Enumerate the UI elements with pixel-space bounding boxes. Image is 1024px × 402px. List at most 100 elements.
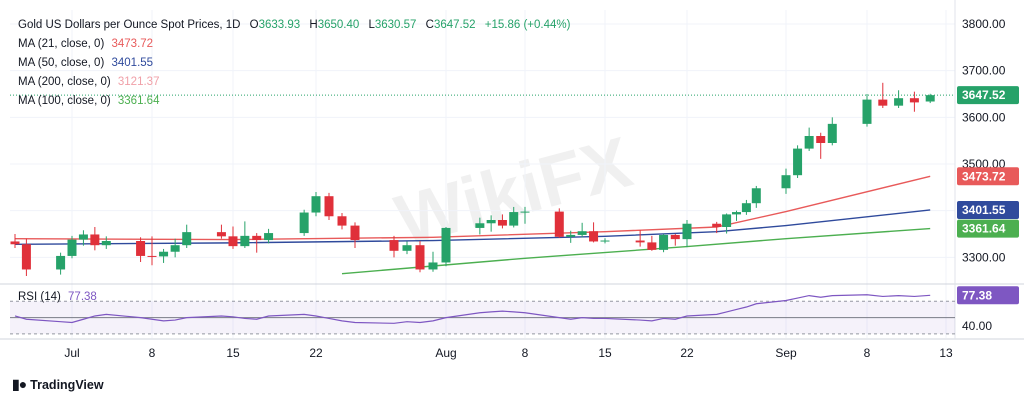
legend-title: Gold US Dollars per Ounce Spot Prices, 1…: [18, 19, 241, 31]
candle-body: [781, 175, 791, 189]
candle-body: [670, 234, 680, 240]
candle-body: [659, 234, 669, 250]
ohlc-close-value: 3647.52: [433, 19, 476, 31]
candle-body: [56, 255, 66, 270]
ma21-label: MA (21, close, 0): [18, 38, 105, 50]
legend-ma50: MA (50, close, 0) 3401.55: [18, 56, 153, 70]
candle-body: [600, 240, 610, 242]
candle-body: [402, 245, 412, 251]
price-tick-label: 3800.00: [962, 17, 1006, 31]
ohlc-open: O3633.93: [250, 19, 301, 31]
ma200-value: 3121.37: [117, 76, 160, 88]
ma-value-tag: 3401.55: [962, 203, 1006, 217]
candle-body: [741, 203, 751, 213]
ma-value-tag: 3473.72: [962, 169, 1006, 183]
ohlc-change: +15.86 (+0.44%): [484, 19, 571, 31]
time-tick-label: 13: [939, 346, 953, 360]
ma-value-tag-bg: [957, 200, 1019, 219]
candle-body: [497, 220, 507, 226]
candle-body: [520, 211, 530, 213]
candle-body: [216, 232, 226, 237]
candle-body: [147, 255, 157, 257]
tradingview-logo-text: TradingView: [30, 377, 104, 392]
ma21-value: 3473.72: [111, 38, 154, 50]
candle-body: [159, 251, 169, 257]
candle-body: [252, 235, 262, 241]
candle-body: [101, 241, 111, 246]
candle-body: [509, 212, 519, 226]
ma-value-tag-bg: [957, 219, 1019, 238]
rsi-pane: [10, 294, 955, 335]
time-tick-label: 15: [598, 346, 612, 360]
price-tick-label: 3600.00: [962, 110, 1006, 124]
time-tick-label: 15: [226, 346, 240, 360]
ohlc-high-label: H: [309, 19, 318, 31]
candle-body: [311, 196, 321, 213]
rsi-value-tag: 77.38: [962, 288, 992, 302]
candle-body: [21, 244, 31, 270]
time-tick-label: 8: [522, 346, 529, 360]
rsi-value-tag-bg: [957, 286, 1019, 305]
ma-value-tag-bg: [957, 167, 1019, 186]
candle-body: [350, 225, 360, 241]
candle-body: [389, 240, 399, 251]
time-tick-label: Sep: [775, 346, 797, 360]
candle-body: [337, 216, 347, 226]
candle-body: [589, 231, 599, 242]
ohlc-close-label: C: [425, 19, 434, 31]
candle-body: [827, 123, 837, 143]
ma-value-tag: 3361.64: [962, 222, 1006, 236]
candle-body: [299, 212, 309, 234]
candle-body: [566, 234, 576, 237]
tradingview-logo[interactable]: ▮● TradingView: [12, 376, 104, 393]
value-tags: 3647.52 3473.72 3401.55 3361.64 77.38: [957, 86, 1019, 305]
legend-ma200: MA (200, close, 0) 3121.37: [18, 75, 159, 89]
ohlc-low: L3630.57: [368, 19, 416, 31]
ma50-value: 3401.55: [111, 57, 154, 69]
time-tick-label: Aug: [435, 346, 456, 360]
candle-body: [793, 148, 803, 176]
candle-body: [722, 214, 732, 227]
tradingview-logo-icon: ▮●: [12, 376, 27, 392]
candle-body: [712, 223, 722, 227]
ma100-value: 3361.64: [117, 95, 160, 107]
candle-body: [577, 231, 587, 235]
candle-body: [816, 136, 826, 143]
candle-body: [228, 236, 238, 247]
legend-ma21: MA (21, close, 0) 3473.72: [18, 37, 153, 51]
candle-body: [635, 240, 645, 243]
candle-body: [428, 262, 438, 270]
legend-ma100: MA (100, close, 0) 3361.64: [18, 94, 159, 108]
candle-body: [751, 188, 761, 204]
candle-body: [90, 234, 100, 246]
candle-body: [804, 136, 814, 149]
ohlc-low-label: L: [368, 19, 375, 31]
price-tick-label: 3700.00: [962, 64, 1006, 78]
ohlc-open-label: O: [249, 19, 259, 31]
candle-body: [878, 99, 888, 106]
candle-body: [240, 235, 250, 247]
ohlc-open-value: 3633.93: [258, 19, 301, 31]
ohlc-low-value: 3630.57: [374, 19, 417, 31]
time-axis: Jul 8 15 22 Aug 8 15 22 Sep 8 13: [64, 346, 953, 360]
candle-body: [10, 241, 20, 245]
candle-body: [909, 98, 919, 103]
candles: [10, 82, 955, 276]
candle-body: [862, 99, 872, 124]
candle-body: [682, 223, 692, 240]
candle-body: [78, 234, 88, 240]
time-tick-label: 22: [680, 346, 694, 360]
current-price-tag-bg: [957, 86, 1019, 105]
candle-body: [324, 196, 334, 217]
ma100-label: MA (100, close, 0): [18, 95, 111, 107]
candle-body: [441, 227, 451, 263]
candle-body: [182, 232, 192, 246]
time-tick-label: 8: [864, 346, 871, 360]
ohlc-high-value: 3650.40: [317, 19, 360, 31]
rsi-tick-label: 40.00: [962, 319, 992, 333]
time-tick-label: 8: [149, 346, 156, 360]
candle-body: [925, 95, 935, 102]
current-price-tag: 3647.52: [962, 88, 1006, 102]
price-tick-label: 3300.00: [962, 250, 1006, 264]
